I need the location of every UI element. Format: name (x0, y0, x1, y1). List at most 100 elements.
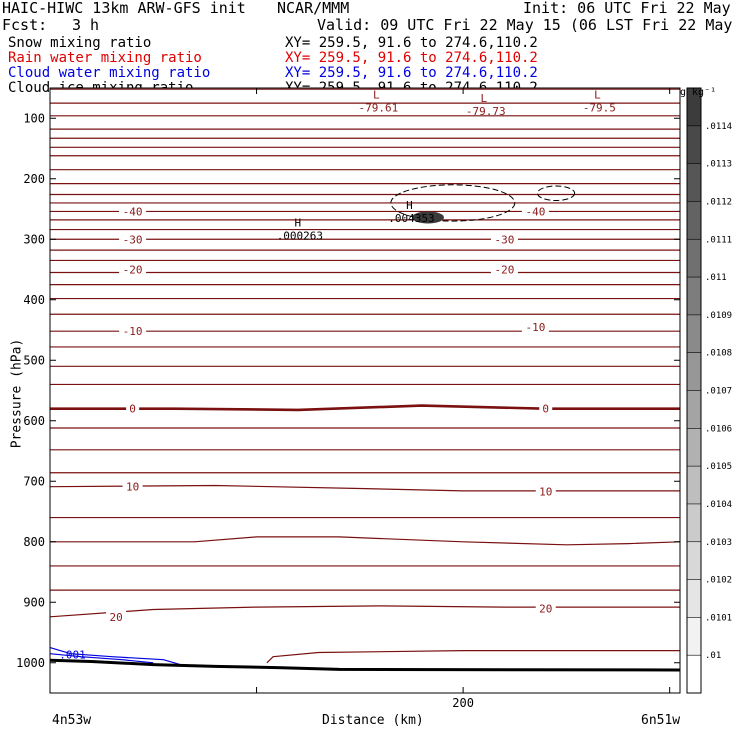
plot-frame (50, 88, 680, 693)
temperature-contour (49, 605, 680, 618)
y-tick-label: 900 (23, 595, 45, 609)
y-tick-label: 300 (23, 232, 45, 246)
forecast-label: Fcst: (2, 16, 48, 34)
colorbar-swatch (687, 655, 701, 694)
temperature-contour-label: -10 (123, 325, 143, 338)
extremum-value: -79.5 (583, 101, 616, 114)
contour-label-bg (126, 401, 140, 415)
colorbar-swatch (687, 239, 701, 278)
field-name-snow: Snow mixing ratio (8, 35, 152, 51)
model-title: HAIC-HIWC 13km ARW-GFS init (2, 0, 246, 17)
colorbar-swatch (687, 503, 701, 543)
colorbar-tick-label: .0111 (705, 235, 732, 245)
colorbar-tick-label: .0109 (705, 311, 732, 321)
x-endpoint-right: 6n51w (641, 713, 681, 728)
temperature-contour-label: -40 (525, 205, 545, 218)
colorbar-tick-label: .0105 (705, 462, 732, 472)
temperature-contour-label: 10 (539, 486, 552, 499)
valid-time: Valid: 09 UTC Fri 22 May 15 (06 LST Fri … (317, 16, 740, 34)
contour-label-bg (535, 601, 556, 615)
colorbar-tick-label: .01 (705, 651, 721, 661)
y-tick-label: 800 (23, 535, 45, 549)
temperature-contour-label: 0 (129, 403, 136, 416)
field-name-rain: Rain water mixing ratio (8, 50, 202, 66)
temperature-contour-label: -40 (123, 205, 143, 218)
plot-background (50, 88, 680, 693)
temperature-contour-label: -10 (525, 321, 545, 334)
field-xy-snow: XY= 259.5, 91.6 to 274.6,110.2 (285, 35, 538, 51)
colorbar-tick-label: .0103 (705, 538, 732, 548)
y-tick-label: 500 (23, 353, 45, 367)
x-endpoint-left: 4n53w (52, 713, 92, 728)
colorbar-tick-label: .0112 (705, 197, 732, 207)
y-axis-title: Pressure (hPa) (9, 338, 25, 449)
y-tick-label: 600 (23, 414, 45, 428)
x-tick-label: 200 (452, 696, 474, 710)
terrain-line (49, 658, 681, 672)
extremum-value: -79.73 (466, 105, 506, 118)
x-axis-title: Distance (km) (322, 713, 424, 728)
forecast-value: 3 h (72, 16, 100, 34)
contour-label-bg (119, 324, 147, 338)
init-time: Init: 06 UTC Fri 22 May 15 (523, 0, 740, 17)
y-tick-label: 400 (23, 293, 45, 307)
plot-border (49, 87, 681, 694)
contour-label-bg (539, 401, 553, 415)
colorbar-border (686, 87, 702, 694)
extremum-marker: H (406, 199, 413, 212)
temperature-contour (266, 650, 680, 664)
field-name-cloud-water: Cloud water mixing ratio (8, 65, 211, 81)
colorbar-tick-label: .0107 (705, 387, 732, 397)
y-tick-label: 700 (23, 474, 45, 488)
freezing-level-contour (50, 404, 680, 412)
colorbar-swatch (687, 201, 701, 240)
temperature-contour-label: -30 (494, 233, 514, 246)
field-xy-cloud-water: XY= 259.5, 91.6 to 274.6,110.2 (285, 65, 538, 81)
terrain-surface (49, 658, 681, 672)
contour-label-bg (521, 319, 549, 333)
colorbar-swatch (687, 617, 701, 656)
cloud-ice-contour (536, 185, 576, 202)
temperature-contour (49, 484, 680, 492)
colorbar-swatch (687, 428, 701, 467)
temperature-contour (50, 536, 681, 546)
cloud-water-label: .001 (59, 648, 86, 661)
colorbar-swatch (687, 277, 701, 316)
colorbar-unit: g kg⁻¹ (680, 87, 717, 98)
contour-label-bg (535, 484, 556, 498)
extremum-marker: H (295, 217, 302, 230)
colorbar-swatch (687, 579, 701, 618)
extremum-marker: L (594, 88, 601, 101)
temperature-contour-label: 0 (542, 403, 549, 416)
cloud-water-contour (49, 647, 185, 667)
cloud-water-contour (49, 653, 154, 664)
field-name-cloud-ice: Cloud ice mixing ratio (8, 80, 194, 96)
colorbar-swatch (687, 125, 701, 165)
y-tick-label: 1000 (16, 656, 45, 670)
y-tick-label: 200 (23, 172, 45, 186)
cloud-ice-contours (390, 184, 576, 224)
contour-labels: -40 -40 -30 -30 -20 -20 -10 -10 0 0 10 10 20 20 L -79.6… (59, 88, 616, 661)
colorbar-tick-label: .0104 (705, 500, 732, 510)
colorbar: .0114 .0113 .0112 .0111 .011 .0109 .0108 .0107.… (686, 87, 732, 694)
contour-label-bg (490, 232, 518, 246)
contour-label-bg (106, 609, 127, 623)
colorbar-tick-label: .011 (705, 273, 727, 283)
colorbar-tick-label: .0101 (705, 613, 732, 623)
temperature-contour-label: -30 (123, 233, 143, 246)
temperature-contours (49, 88, 681, 664)
rain-water-maximum-shading (412, 211, 444, 224)
colorbar-tick-label: .0102 (705, 576, 732, 586)
contour-label-bg (521, 204, 549, 218)
temperature-contour-label: -20 (123, 264, 143, 277)
temperature-contour-label: -20 (494, 264, 514, 277)
colorbar-swatch (687, 314, 701, 354)
extremum-value: .000263 (277, 230, 323, 243)
temperature-contour-label: 20 (539, 602, 552, 615)
y-tick-label: 100 (23, 111, 45, 125)
colorbar-tick-label: .0106 (705, 424, 732, 434)
colorbar-tick-label: .0113 (705, 160, 732, 170)
